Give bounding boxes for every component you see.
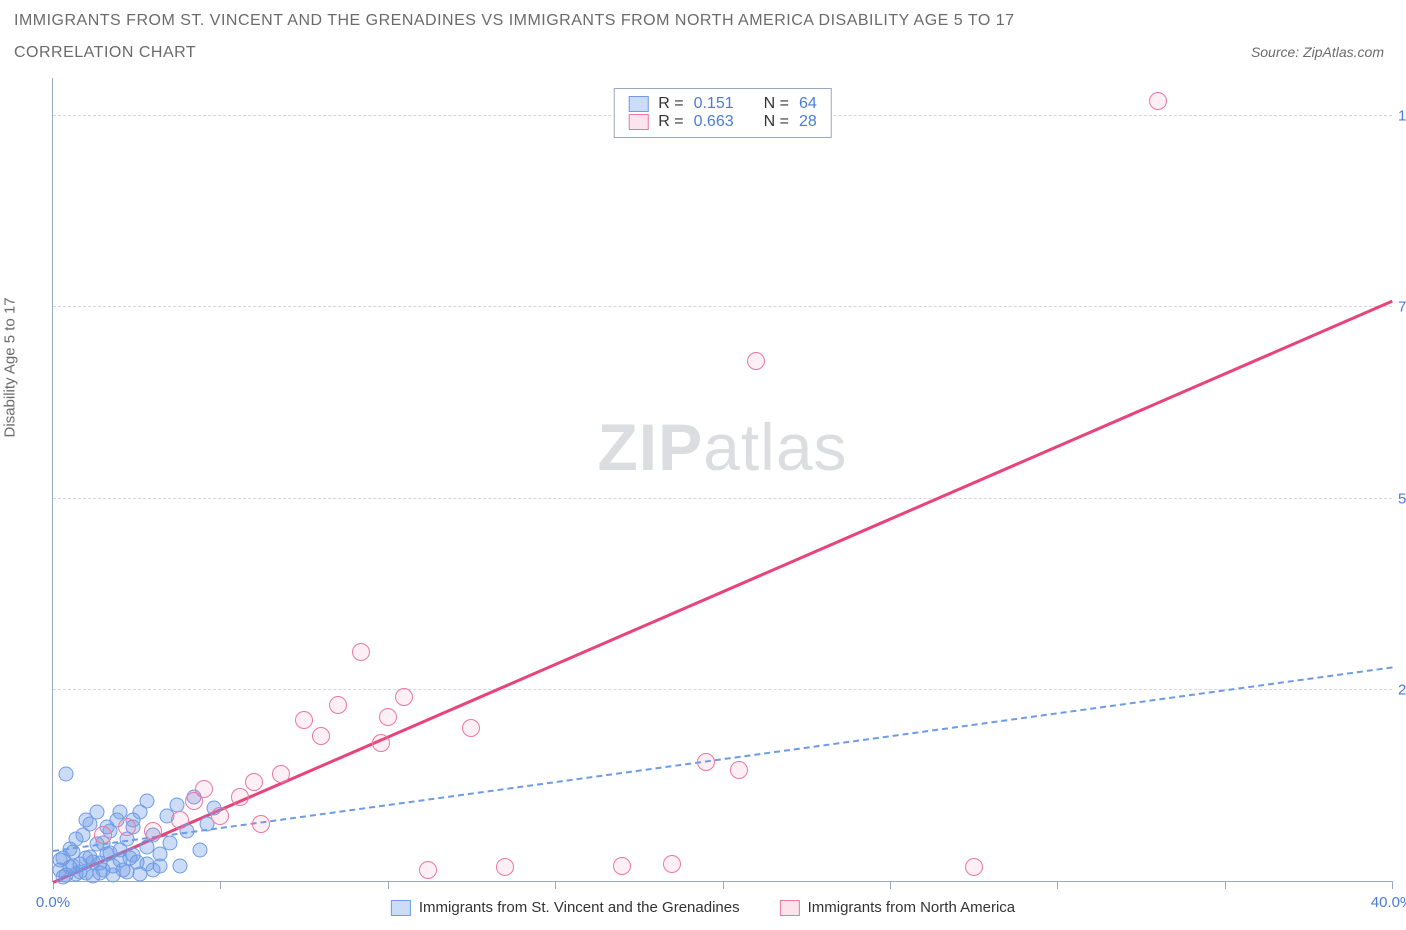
data-point bbox=[747, 352, 765, 370]
data-point bbox=[419, 861, 437, 879]
r-value-pink: 0.663 bbox=[694, 113, 734, 131]
trend-line-pink bbox=[52, 300, 1392, 884]
n-value-pink: 28 bbox=[799, 113, 817, 131]
plot-area: ZIPatlas R = 0.151 N = 64 R = 0.663 N = … bbox=[52, 78, 1392, 882]
swatch-blue bbox=[391, 900, 411, 916]
legend-item-pink: Immigrants from North America bbox=[780, 899, 1016, 916]
swatch-pink bbox=[628, 114, 648, 130]
data-point bbox=[169, 797, 184, 812]
source-attribution: Source: ZipAtlas.com bbox=[1251, 44, 1384, 60]
data-point bbox=[496, 858, 514, 876]
r-label: R = bbox=[658, 95, 683, 113]
legend-label-blue: Immigrants from St. Vincent and the Gren… bbox=[419, 899, 740, 916]
data-point bbox=[211, 807, 229, 825]
legend-label-pink: Immigrants from North America bbox=[808, 899, 1016, 916]
chart-subtitle: CORRELATION CHART bbox=[14, 44, 196, 62]
data-point bbox=[613, 857, 631, 875]
y-tick-label: 50.0% bbox=[1398, 490, 1406, 507]
bottom-legend: Immigrants from St. Vincent and the Gren… bbox=[391, 899, 1015, 916]
data-point bbox=[231, 788, 249, 806]
data-point bbox=[663, 855, 681, 873]
data-point bbox=[312, 727, 330, 745]
chart-title: IMMIGRANTS FROM ST. VINCENT AND THE GREN… bbox=[14, 12, 1015, 30]
stats-row-blue: R = 0.151 N = 64 bbox=[628, 95, 817, 113]
x-tick bbox=[890, 881, 891, 889]
swatch-blue bbox=[628, 96, 648, 112]
data-point bbox=[59, 766, 74, 781]
stats-row-pink: R = 0.663 N = 28 bbox=[628, 113, 817, 131]
data-point bbox=[171, 811, 189, 829]
gridline bbox=[53, 306, 1392, 307]
swatch-pink bbox=[780, 900, 800, 916]
data-point bbox=[153, 858, 168, 873]
data-point bbox=[965, 858, 983, 876]
watermark: ZIPatlas bbox=[597, 409, 847, 485]
x-tick bbox=[1057, 881, 1058, 889]
data-point bbox=[144, 822, 162, 840]
data-point bbox=[94, 826, 112, 844]
gridline bbox=[53, 689, 1392, 690]
chart-container: Disability Age 5 to 17 ZIPatlas R = 0.15… bbox=[14, 78, 1392, 920]
data-point bbox=[329, 696, 347, 714]
x-tick-label: 40.0% bbox=[1371, 894, 1406, 911]
data-point bbox=[730, 761, 748, 779]
data-point bbox=[272, 765, 290, 783]
data-point bbox=[462, 719, 480, 737]
data-point bbox=[173, 858, 188, 873]
legend-item-blue: Immigrants from St. Vincent and the Gren… bbox=[391, 899, 740, 916]
data-point bbox=[185, 792, 203, 810]
x-tick-label: 0.0% bbox=[36, 894, 70, 911]
watermark-bold: ZIP bbox=[597, 410, 703, 484]
data-point bbox=[252, 815, 270, 833]
y-tick-label: 75.0% bbox=[1398, 299, 1406, 316]
data-point bbox=[139, 793, 154, 808]
source-name: ZipAtlas.com bbox=[1303, 44, 1384, 60]
data-point bbox=[193, 843, 208, 858]
x-tick bbox=[220, 881, 221, 889]
watermark-light: atlas bbox=[703, 410, 847, 484]
y-tick-label: 100.0% bbox=[1398, 108, 1406, 125]
data-point bbox=[379, 708, 397, 726]
x-tick bbox=[388, 881, 389, 889]
y-tick-label: 25.0% bbox=[1398, 681, 1406, 698]
n-label: N = bbox=[764, 113, 789, 131]
x-tick bbox=[723, 881, 724, 889]
source-prefix: Source: bbox=[1251, 44, 1303, 60]
x-tick bbox=[1225, 881, 1226, 889]
data-point bbox=[395, 688, 413, 706]
data-point bbox=[89, 805, 104, 820]
stats-legend: R = 0.151 N = 64 R = 0.663 N = 28 bbox=[613, 88, 832, 138]
data-point bbox=[118, 818, 136, 836]
data-point bbox=[1149, 92, 1167, 110]
n-label: N = bbox=[764, 95, 789, 113]
data-point bbox=[697, 753, 715, 771]
data-point bbox=[372, 734, 390, 752]
r-value-blue: 0.151 bbox=[694, 95, 734, 113]
x-tick bbox=[555, 881, 556, 889]
n-value-blue: 64 bbox=[799, 95, 817, 113]
r-label: R = bbox=[658, 113, 683, 131]
gridline bbox=[53, 498, 1392, 499]
y-axis-label: Disability Age 5 to 17 bbox=[2, 297, 19, 437]
data-point bbox=[126, 848, 141, 863]
data-point bbox=[163, 835, 178, 850]
data-point bbox=[245, 773, 263, 791]
x-tick bbox=[1392, 881, 1393, 889]
data-point bbox=[352, 643, 370, 661]
data-point bbox=[295, 711, 313, 729]
